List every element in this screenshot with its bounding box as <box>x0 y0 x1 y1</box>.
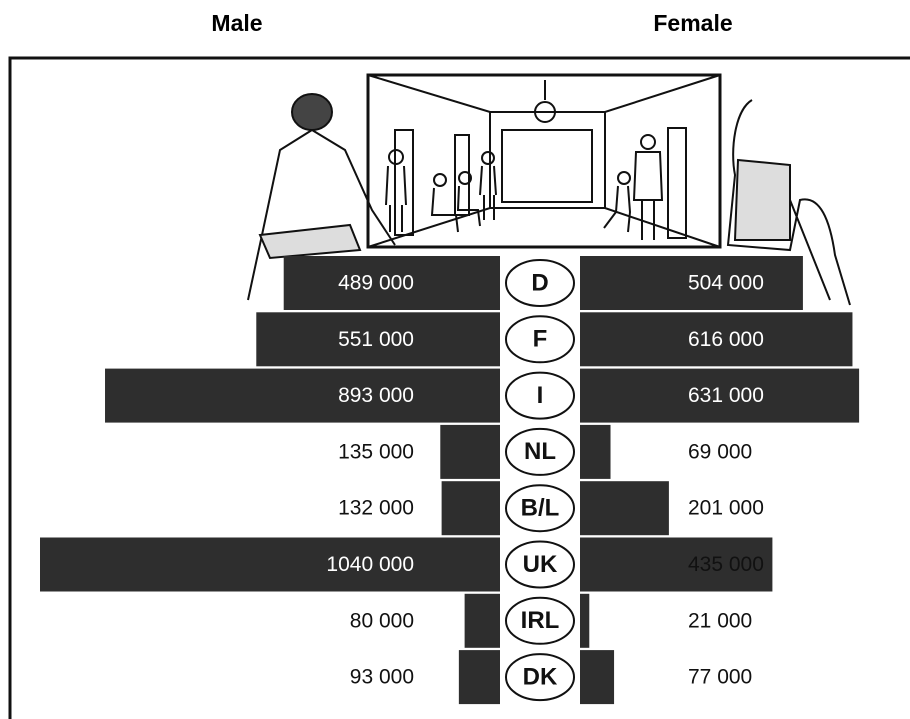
value-label: 616 000 <box>688 328 764 351</box>
value-label: 21 000 <box>688 609 752 632</box>
chart: Male Female 489 000 504 000 D 551 000 616 00… <box>0 0 910 719</box>
value-label: 504 000 <box>688 272 764 295</box>
male-bar <box>459 650 500 704</box>
category-label: DK <box>523 663 558 690</box>
value-label: 93 000 <box>350 666 414 689</box>
value-label: 201 000 <box>688 497 764 520</box>
value-label: 489 000 <box>338 272 414 295</box>
value-label: 631 000 <box>688 384 764 407</box>
female-bar <box>580 481 669 535</box>
male-bar <box>40 538 500 592</box>
male-bar <box>440 425 500 479</box>
value-label: 80 000 <box>350 609 414 632</box>
value-label: 77 000 <box>688 666 752 689</box>
category-label: NL <box>524 438 556 465</box>
value-label: 435 000 <box>688 553 764 576</box>
category-label: IRL <box>521 607 560 634</box>
male-bar <box>442 481 500 535</box>
category-label: I <box>537 382 544 409</box>
value-label: 69 000 <box>688 440 752 463</box>
category-label: UK <box>523 551 558 578</box>
male-bar <box>465 594 500 648</box>
value-label: 135 000 <box>338 440 414 463</box>
legend-male: Male <box>211 10 262 36</box>
value-label: 132 000 <box>338 497 414 520</box>
value-label: 893 000 <box>338 384 414 407</box>
category-label: D <box>531 269 548 296</box>
value-label: 1040 000 <box>326 553 414 576</box>
category-label: F <box>533 326 548 353</box>
female-bar <box>580 650 614 704</box>
value-label: 551 000 <box>338 328 414 351</box>
female-bar <box>580 425 611 479</box>
female-bar <box>580 594 589 648</box>
category-label: B/L <box>521 495 560 522</box>
legend-female: Female <box>653 10 732 36</box>
male-bar <box>105 369 500 423</box>
